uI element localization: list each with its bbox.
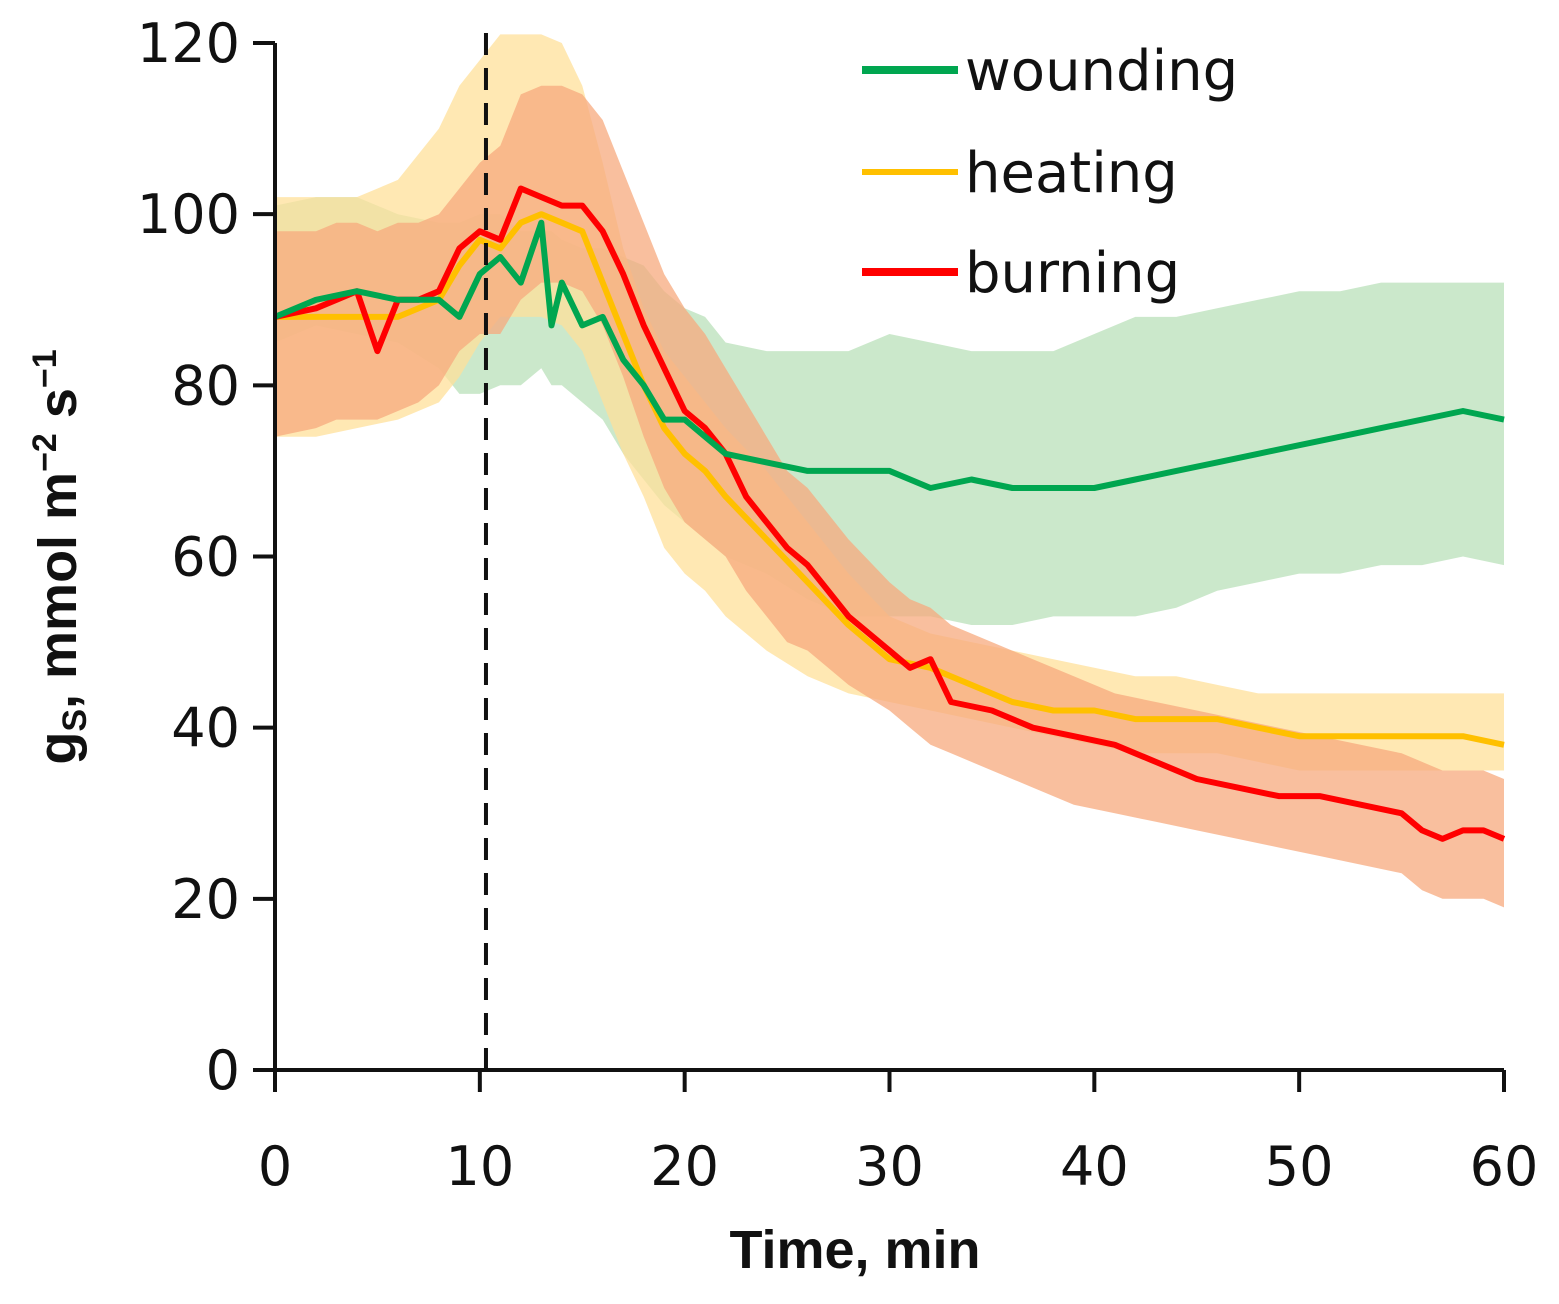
series-lines [273,185,1506,842]
x-tick-label: 60 [1470,1135,1539,1198]
y-tick-label: 120 [137,12,240,75]
tick-labels: 0 20 40 60 80 100 120 0 10 20 30 40 50 60 [137,12,1538,1198]
x-tick-label: 20 [650,1135,719,1198]
y-tick-label: 100 [137,183,240,246]
y-tick-label: 60 [171,526,240,589]
x-tick-label: 50 [1265,1135,1334,1198]
band-burning [275,85,1504,908]
y-tick-label: 20 [171,868,240,931]
y-tick-label: 80 [171,354,240,417]
x-tick-label: 10 [445,1135,514,1198]
legend-label-wounding: wounding [965,39,1238,104]
legend-label-heating: heating [965,141,1178,206]
y-tick-label: 40 [171,697,240,760]
legend: wounding heating burning [862,39,1238,306]
x-tick-label: 30 [855,1135,924,1198]
x-tick-label: 0 [258,1135,292,1198]
line-heating [275,211,1505,748]
line-burning [274,185,1506,842]
legend-label-burning: burning [965,241,1180,306]
y-tick-label: 0 [206,1039,240,1102]
x-axis-title: Time, min [729,1220,980,1280]
line-wounding [273,219,1505,491]
x-tick-label: 40 [1060,1135,1129,1198]
error-bands [275,34,1504,908]
axes [253,41,1506,1092]
y-axis-title: gS, mmol m−2 s−1 [26,349,94,764]
